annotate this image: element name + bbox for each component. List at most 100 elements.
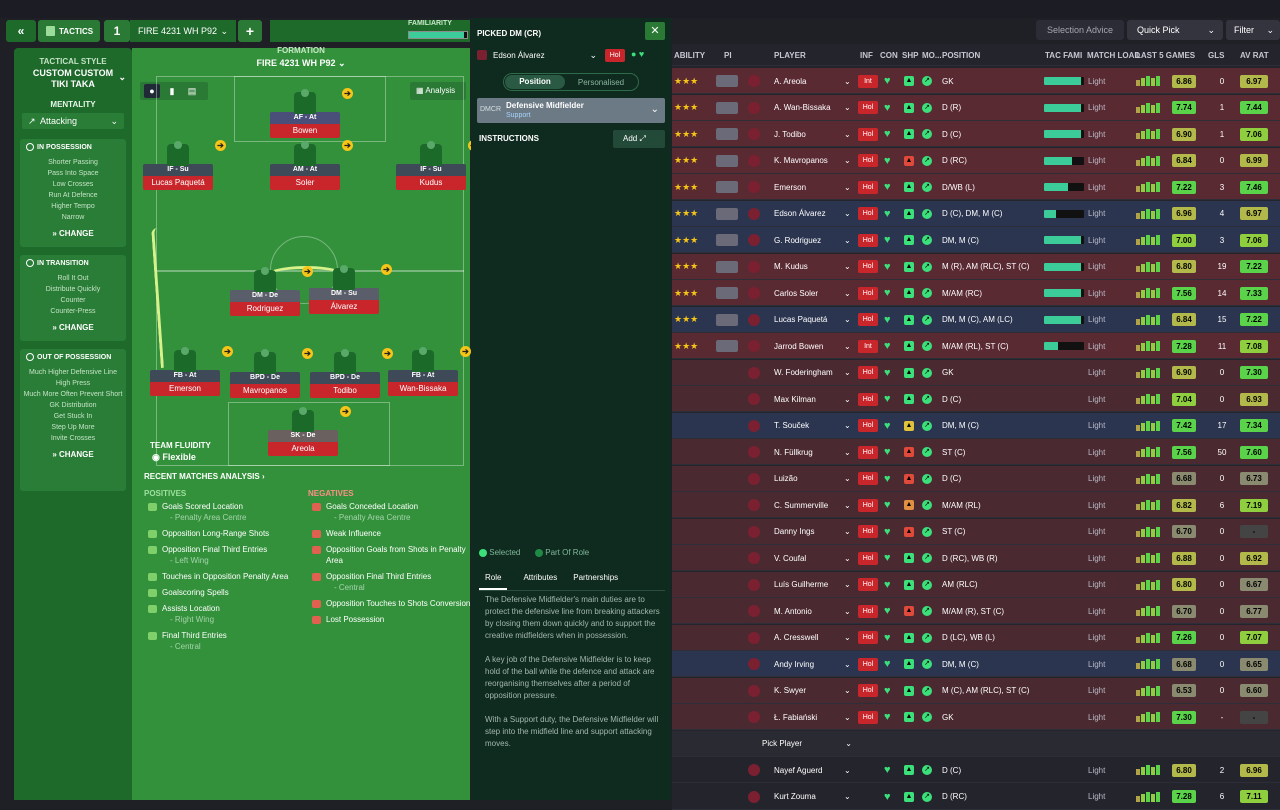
player-instructions-icon[interactable] — [716, 254, 740, 280]
column-header[interactable]: TAC FAMI — [1045, 50, 1083, 60]
column-header[interactable]: CON — [880, 50, 898, 60]
tactics-button[interactable]: TACTICS — [38, 20, 100, 42]
column-header[interactable]: MO... — [922, 50, 942, 60]
table-row[interactable]: ★★★ Edson Álvarez ⌄ Hol ♥ ▲ ↗ D (C), DM, M (C) L… — [672, 200, 1280, 227]
player-instruction-arrow-icon[interactable]: ➔ — [382, 348, 393, 359]
player-instruction-arrow-icon[interactable]: ➔ — [222, 346, 233, 357]
chevron-down-icon[interactable]: ⌄ — [844, 341, 851, 351]
analysis-item[interactable]: Touches in Opposition Penalty Area — [148, 571, 308, 582]
pitch-player[interactable]: IF - Su Kudus — [396, 141, 466, 190]
mentality-select[interactable]: ↗ Attacking ⌄ — [22, 113, 124, 129]
chevron-down-icon[interactable]: ⌄ — [844, 447, 851, 457]
column-header[interactable]: PLAYER — [774, 50, 806, 60]
pitch-player[interactable]: FB - At Emerson — [150, 347, 220, 396]
table-row[interactable]: Luizão ⌄ Hol ♥ ▲ ↗ D (C) Light 6.68 0 6.73 — [672, 465, 1280, 492]
collapse-button[interactable]: « — [6, 20, 36, 42]
change-in-possession-button[interactable]: » CHANGE — [52, 229, 94, 238]
pick-player-select[interactable]: Pick Player ⌄ — [762, 739, 852, 748]
filter-button[interactable]: Filter ⌄ — [1226, 20, 1280, 40]
chevron-down-icon[interactable]: ⌄ — [844, 553, 851, 563]
tactic-select[interactable]: FIRE 4231 WH P92 ⌄ — [130, 20, 236, 42]
chevron-down-icon[interactable]: ⌄ — [844, 262, 851, 271]
change-out-of-possession-button[interactable]: » CHANGE — [52, 450, 94, 459]
player-name[interactable]: Edson Álvarez — [774, 209, 826, 218]
player-name[interactable]: M. Kudus — [774, 262, 808, 271]
player-name[interactable]: A. Cresswell — [774, 633, 819, 642]
player-name[interactable]: G. Rodriguez — [774, 235, 822, 245]
chevron-down-icon[interactable]: ⌄ — [844, 368, 851, 377]
chevron-down-icon[interactable]: ⌄ — [844, 712, 851, 722]
player-instruction-arrow-icon[interactable]: ➔ — [381, 264, 392, 275]
chevron-down-icon[interactable]: ⌄ — [844, 606, 851, 616]
table-row[interactable]: N. Füllkrug ⌄ Hol ♥ ▲ ↗ ST (C) Light 7.56 50 7.60 — [672, 439, 1280, 465]
tab-personalised[interactable]: Personalised — [577, 77, 625, 87]
table-row[interactable]: Nayef Aguerd ⌄ ♥ ▲ ↗ D (C) Light 6.80 2 6.96 — [672, 757, 1280, 783]
player-name[interactable]: Emerson — [774, 182, 807, 192]
pitch-player[interactable]: DM - Su Álvarez — [309, 265, 379, 314]
player-name[interactable]: Danny Ings — [774, 527, 815, 536]
analysis-item[interactable]: Goals Scored Location - Penalty Area Cent… — [148, 501, 308, 523]
tab-attributes[interactable]: Attributes — [523, 573, 558, 582]
note-icon[interactable]: ▤ — [187, 86, 197, 96]
tab-partnerships[interactable]: Partnerships — [573, 573, 619, 582]
chevron-down-icon[interactable]: ⌄ — [844, 421, 851, 430]
chevron-down-icon[interactable]: ⌄ — [844, 580, 851, 589]
analysis-item[interactable]: Opposition Final Third Entries - Left Win… — [148, 544, 308, 566]
analysis-item[interactable]: Opposition Final Third Entries - Central — [312, 571, 472, 593]
analysis-item[interactable]: Opposition Touches to Shots Conversion — [312, 598, 472, 609]
table-row[interactable]: ★★★ A. Areola ⌄ Int ♥ ▲ ↗ GK Light 6.86 0 6.97 — [672, 68, 1280, 94]
chevron-down-icon[interactable]: ⌄ — [844, 315, 851, 324]
table-row[interactable]: Luís Guilherme ⌄ Hol ♥ ▲ ↗ AM (RLC) Light 6.80 0 6… — [672, 571, 1280, 598]
analysis-button[interactable]: ▦ Analysis — [410, 82, 466, 100]
player-instructions-icon[interactable] — [716, 307, 740, 333]
table-row[interactable]: Kurt Zouma ⌄ ♥ ▲ ↗ D (RC) Light 7.28 6 7.11 — [672, 783, 1280, 810]
change-in-transition-button[interactable]: » CHANGE — [52, 323, 94, 332]
analysis-item[interactable]: Lost Possession — [312, 614, 472, 625]
chevron-down-icon[interactable]: ⌄ — [844, 686, 851, 695]
analysis-item[interactable]: Goals Conceded Location - Penalty Area Ce… — [312, 501, 472, 523]
add-tactic-button[interactable]: + — [238, 20, 262, 42]
pitch-player[interactable]: BPD - De Mavropanos — [230, 349, 300, 398]
player-instructions-icon[interactable] — [716, 121, 740, 147]
chevron-down-icon[interactable]: ⌄ — [844, 76, 851, 86]
table-row[interactable]: Danny Ings ⌄ Hol ♥ ▲ ↗ ST (C) Light 6.70 0 - — [672, 518, 1280, 545]
player-name[interactable]: Nayef Aguerd — [774, 765, 823, 775]
tactical-style-select[interactable]: CUSTOM CUSTOM TIKI TAKA ⌄ — [14, 66, 132, 90]
player-name[interactable]: K. Mavropanos — [774, 156, 828, 165]
chevron-down-icon[interactable]: ⌄ — [844, 209, 851, 218]
player-instruction-arrow-icon[interactable]: ➔ — [302, 348, 313, 359]
tab-position[interactable]: Position — [505, 75, 565, 89]
table-row[interactable]: M. Antonio ⌄ Hol ♥ ▲ ↗ M/AM (R), ST (C) Light 6.… — [672, 598, 1280, 624]
pitch-player[interactable]: FB - At Wan-Bissaka — [388, 347, 458, 396]
bar-chart-icon[interactable]: ▮ — [169, 86, 175, 96]
formation-select[interactable]: FIRE 4231 WH P92 ⌄ — [132, 58, 470, 69]
picked-player-select[interactable]: Edson Álvarez ⌄ — [477, 47, 597, 63]
player-instructions-icon[interactable] — [716, 95, 740, 121]
column-header[interactable]: LAST 5 GAMES — [1136, 50, 1196, 60]
chevron-down-icon[interactable]: ⌄ — [844, 182, 851, 192]
player-instructions-icon[interactable] — [716, 280, 740, 306]
table-row[interactable]: ★★★ Jarrod Bowen ⌄ Int ♥ ▲ ↗ M/AM (RL), ST (C) L… — [672, 333, 1280, 359]
chevron-down-icon[interactable]: ⌄ — [844, 288, 851, 298]
player-instructions-icon[interactable] — [716, 333, 740, 359]
player-name[interactable]: A. Wan-Bissaka — [774, 103, 831, 112]
pitch-player[interactable]: IF - Su Lucas Paquetá — [143, 141, 213, 190]
chevron-down-icon[interactable]: ⌄ — [844, 659, 851, 669]
player-instruction-arrow-icon[interactable]: ➔ — [342, 88, 353, 99]
analysis-item[interactable]: Opposition Long-Range Shots — [148, 528, 308, 539]
column-header[interactable]: GLS — [1208, 50, 1225, 60]
player-name[interactable]: N. Füllkrug — [774, 447, 813, 457]
player-name[interactable]: Luizão — [774, 474, 798, 483]
player-instruction-arrow-icon[interactable]: ➔ — [340, 406, 351, 417]
tab-role[interactable]: Role — [479, 569, 508, 590]
player-name[interactable]: W. Foderingham — [774, 368, 833, 377]
player-name[interactable]: M. Antonio — [774, 606, 812, 616]
table-row[interactable]: ★★★ K. Mavropanos ⌄ Hol ♥ ▲ ↗ D (RC) Light 6.84 0 6… — [672, 147, 1280, 174]
player-instructions-icon[interactable] — [716, 68, 740, 94]
close-button[interactable]: ✕ — [645, 22, 665, 40]
player-name[interactable]: V. Coufal — [774, 553, 807, 563]
table-row[interactable]: Ł. Fabiański ⌄ Hol ♥ ▲ ↗ GK Light 7.30 - - — [672, 704, 1280, 730]
table-row[interactable]: ★★★ J. Todibo ⌄ Hol ♥ ▲ ↗ D (C) Light 6.90 1 7.06 — [672, 121, 1280, 147]
player-name[interactable]: Ł. Fabiański — [774, 712, 818, 722]
pitch-player[interactable]: SK - De Areola — [268, 407, 338, 456]
